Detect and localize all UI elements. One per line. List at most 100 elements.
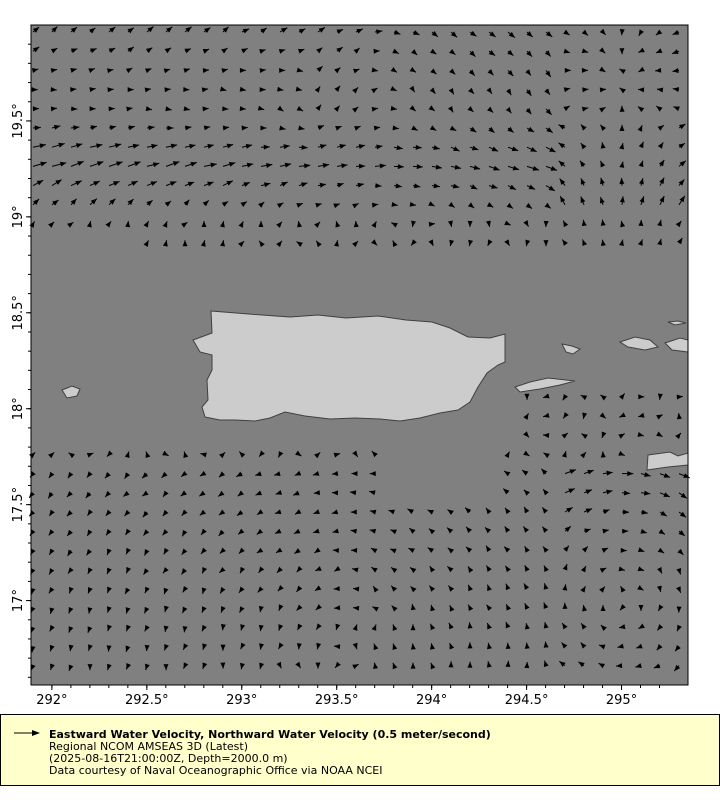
velocity-arrow — [524, 642, 530, 649]
velocity-arrow — [352, 240, 359, 248]
velocity-arrow — [293, 528, 301, 535]
velocity-arrow — [258, 220, 264, 228]
velocity-arrow — [411, 49, 418, 56]
velocity-arrow — [428, 221, 436, 227]
velocity-arrow — [678, 160, 687, 167]
velocity-arrow — [183, 662, 189, 669]
velocity-arrow — [562, 563, 568, 571]
velocity-arrow — [580, 394, 588, 401]
velocity-arrow — [203, 181, 214, 187]
velocity-arrow — [352, 642, 358, 650]
velocity-arrow — [672, 87, 680, 93]
velocity-arrow — [468, 87, 475, 95]
velocity-arrow — [66, 529, 73, 537]
velocity-arrow — [352, 450, 359, 458]
velocity-arrow — [655, 67, 662, 73]
velocity-arrow — [355, 182, 365, 188]
velocity-arrow — [488, 50, 496, 56]
velocity-arrow — [146, 125, 155, 131]
velocity-arrow — [620, 547, 627, 553]
velocity-arrow — [678, 492, 688, 499]
velocity-arrow — [70, 143, 83, 148]
velocity-arrow — [68, 664, 74, 672]
velocity-arrow — [639, 196, 645, 205]
velocity-arrow — [450, 183, 460, 189]
velocity-arrow — [32, 179, 44, 187]
velocity-arrow — [315, 623, 322, 630]
velocity-arrow — [469, 165, 481, 170]
velocity-arrow — [259, 643, 264, 650]
velocity-arrow — [333, 203, 340, 209]
velocity-arrow — [30, 646, 36, 653]
velocity-arrow — [222, 180, 234, 187]
velocity-arrow — [50, 47, 58, 54]
velocity-arrow — [240, 624, 246, 631]
velocity-arrow — [296, 202, 304, 208]
velocity-arrow — [146, 162, 160, 168]
velocity-arrow — [184, 161, 198, 167]
velocity-arrow — [409, 567, 417, 573]
velocity-arrow — [276, 566, 283, 574]
velocity-arrow — [656, 624, 664, 631]
velocity-arrow — [144, 586, 150, 594]
velocity-arrow — [221, 200, 229, 207]
velocity-arrow — [447, 547, 454, 554]
velocity-arrow — [412, 144, 422, 150]
velocity-arrow — [70, 180, 82, 187]
velocity-arrow — [239, 106, 246, 112]
velocity-arrow — [392, 662, 398, 670]
velocity-arrow — [580, 622, 587, 630]
velocity-arrow — [600, 219, 606, 226]
velocity-arrow — [50, 663, 55, 671]
velocity-arrow — [523, 583, 530, 590]
velocity-arrow — [256, 547, 264, 554]
velocity-arrow — [564, 525, 572, 533]
velocity-arrow — [66, 490, 73, 498]
velocity-arrow — [486, 87, 493, 95]
velocity-arrow — [106, 586, 112, 594]
velocity-arrow — [332, 528, 339, 534]
velocity-arrow — [447, 585, 455, 592]
velocity-arrow — [659, 472, 671, 478]
velocity-arrow — [355, 163, 366, 169]
legend-title: Eastward Water Velocity, Northward Water… — [49, 728, 491, 741]
velocity-arrow — [469, 184, 478, 190]
velocity-arrow — [600, 177, 605, 186]
velocity-arrow — [49, 624, 55, 632]
velocity-arrow — [675, 432, 682, 440]
velocity-arrow — [295, 661, 302, 669]
velocity-arrow — [220, 644, 226, 651]
velocity-arrow — [678, 123, 686, 130]
velocity-arrow — [600, 160, 606, 168]
velocity-arrow — [278, 642, 284, 650]
velocity-arrow — [107, 624, 112, 632]
velocity-arrow — [543, 565, 549, 572]
velocity-arrow — [390, 105, 398, 111]
velocity-arrow — [86, 452, 94, 458]
velocity-arrow — [601, 431, 607, 439]
velocity-arrow — [487, 642, 492, 650]
legend-credit: Data courtesy of Naval Oceanographic Off… — [49, 764, 383, 777]
velocity-arrow — [391, 201, 398, 207]
velocity-arrow — [640, 472, 651, 477]
velocity-arrow — [581, 48, 589, 54]
velocity-arrow — [313, 509, 320, 515]
velocity-arrow — [201, 87, 209, 93]
velocity-arrow — [562, 394, 569, 401]
velocity-arrow — [146, 26, 154, 33]
velocity-arrow — [165, 181, 177, 187]
velocity-arrow — [524, 393, 530, 400]
velocity-arrow — [238, 451, 246, 458]
velocity-arrow — [542, 433, 550, 438]
velocity-arrow — [659, 177, 665, 186]
velocity-arrow — [51, 199, 59, 206]
velocity-arrow — [542, 526, 549, 533]
velocity-arrow — [619, 28, 625, 36]
velocity-arrow — [127, 180, 138, 187]
velocity-arrow — [182, 240, 188, 247]
velocity-arrow — [276, 202, 284, 209]
velocity-arrow — [543, 583, 549, 590]
velocity-arrow — [298, 28, 306, 34]
velocity-arrow — [523, 506, 530, 514]
velocity-arrow — [255, 471, 262, 477]
